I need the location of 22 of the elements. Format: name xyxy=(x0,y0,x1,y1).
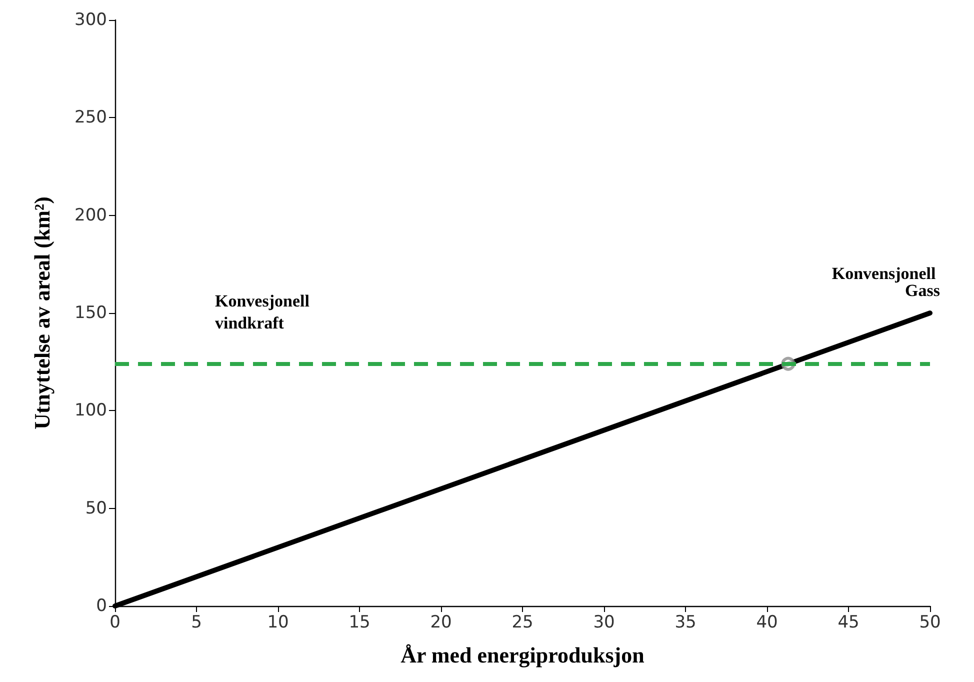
x-tick-label: 0 xyxy=(110,612,120,632)
y-tick-label: 0 xyxy=(96,596,107,616)
x-axis-title: År med energiproduksjon xyxy=(400,642,644,668)
y-tick-label: 300 xyxy=(74,10,107,30)
y-tick-label: 50 xyxy=(85,498,107,518)
y-tick-label: 100 xyxy=(74,400,107,421)
x-tick-label: 30 xyxy=(593,612,615,632)
x-tick-label: 25 xyxy=(512,612,534,632)
y-tick-label: 150 xyxy=(74,303,107,323)
x-tick-label: 15 xyxy=(348,612,370,632)
ref-line-label: Konvesjonell vindkraft xyxy=(215,291,314,332)
x-tick-label: 5 xyxy=(191,612,202,632)
y-tick-label: 250 xyxy=(74,108,107,128)
x-tick-label: 50 xyxy=(919,612,941,632)
x-tick-label: 10 xyxy=(267,612,289,632)
y-tick-label: 200 xyxy=(74,205,107,226)
x-tick-label: 20 xyxy=(430,612,452,632)
series-label: Konvensjonell Gass xyxy=(832,264,940,300)
x-tick-label: 40 xyxy=(756,612,778,632)
x-tick-label: 35 xyxy=(674,612,696,632)
y-axis-title: Utnyttelse av areal (km²) xyxy=(30,196,54,430)
x-tick-label: 45 xyxy=(838,612,860,632)
